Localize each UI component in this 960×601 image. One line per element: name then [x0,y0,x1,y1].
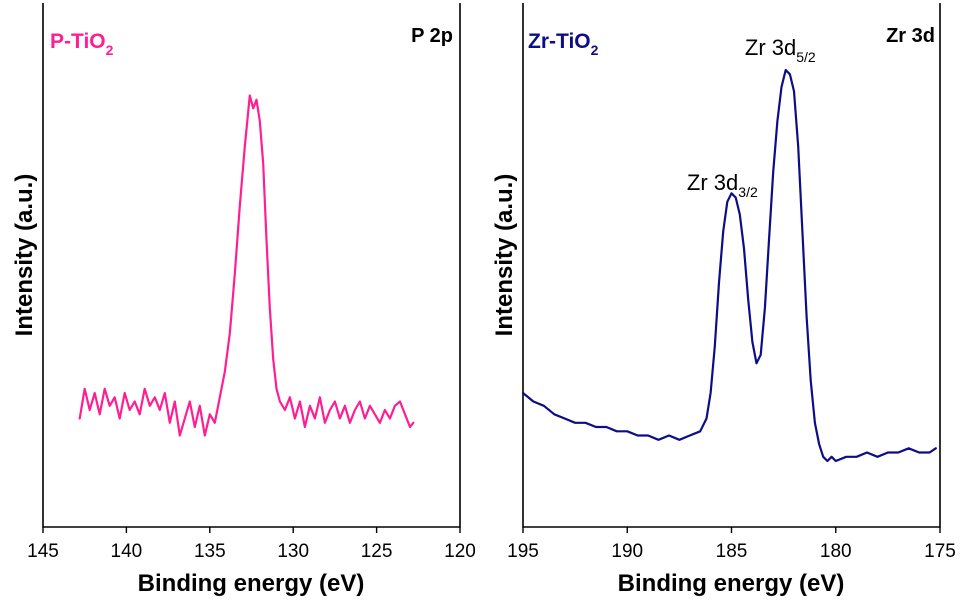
panel-1-axes [42,3,461,528]
panel-1-sample-label-main: P-TiO [50,30,106,53]
panel-2-xtick-label-190: 190 [611,541,643,562]
panel-2-peak-label-1-main: Zr 3d [687,170,738,195]
panel-1-sample-label: P-TiO2 [50,30,114,58]
panel-2-region-label: Zr 3d [886,25,935,47]
panel-2-peak-label-2: Zr 3d5/2 [745,35,816,65]
panel-1-xtick-label-140: 140 [111,541,143,562]
panel-1-xtick-label-135: 135 [194,541,226,562]
panel-1-region-label: P 2p [411,25,453,47]
panel-2-peak-label-2-main: Zr 3d [745,35,796,60]
panel-1-sample-label-sub: 2 [106,42,114,58]
panel-2-xtick-label-195: 195 [507,541,539,562]
panel-2-series-1-line [521,68,937,463]
panel-2-xtick-label-180: 180 [820,541,852,562]
panel-1-xtick-label-120: 120 [444,541,476,562]
panel-1-xtick-label-145: 145 [27,541,59,562]
panel-2-peak-label-1: Zr 3d3/2 [687,170,758,200]
panel-2-xtick-label-185: 185 [716,541,748,562]
panel-2-y-axis-label: Intensity (a.u.) [491,174,518,337]
panel-1-x-axis-label: Binding energy (eV) [138,570,365,597]
panel-1-xtick-label-125: 125 [361,541,393,562]
panel-1-series-1-line [78,94,415,437]
panel-2-xtick-label-175: 175 [924,541,956,562]
panel-2-sample-label-sub: 2 [591,42,599,58]
panel-2-sample-label-main: Zr-TiO [528,30,591,53]
panel-1-y-axis-label: Intensity (a.u.) [11,174,38,337]
panel-1-xtick-label-130: 130 [277,541,309,562]
panel-2-peak-label-1-sub: 3/2 [738,184,758,200]
panel-2-x-axis-label: Binding energy (eV) [618,570,845,597]
panel-2-peak-label-2-sub: 5/2 [796,49,816,65]
panel-2-sample-label: Zr-TiO2 [528,30,599,58]
panel-2-axes [522,3,941,528]
